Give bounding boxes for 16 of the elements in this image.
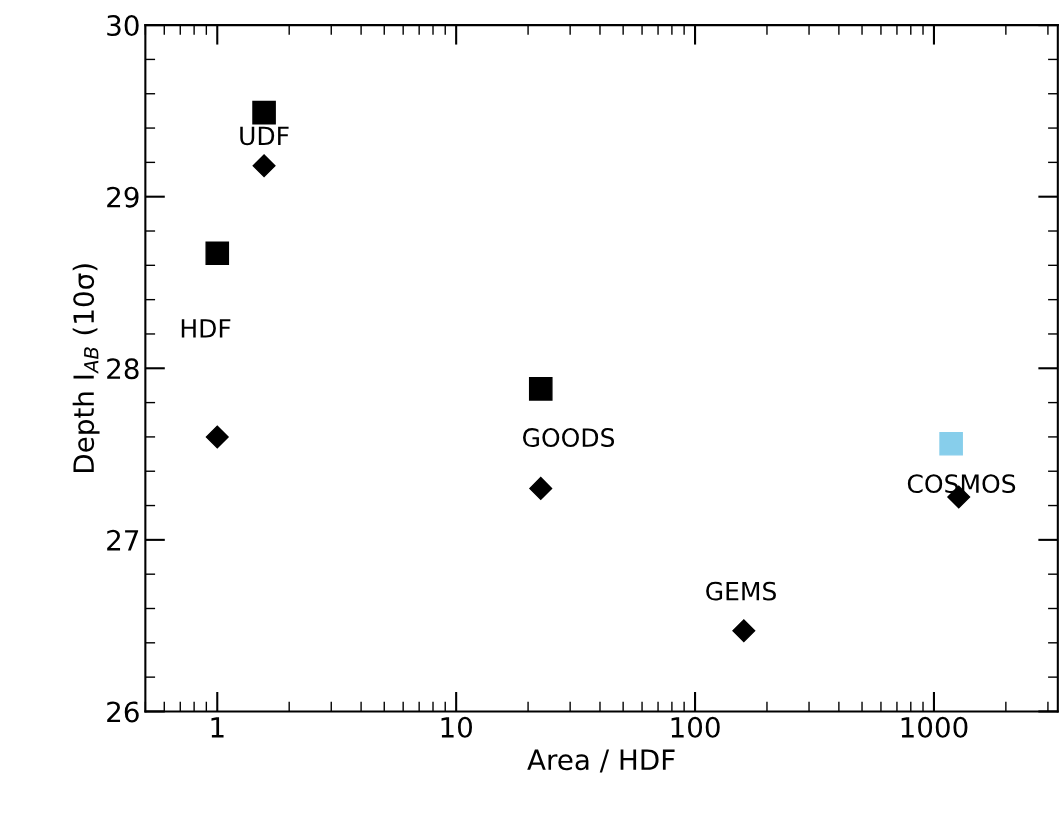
x-tick-label: 1000 (901, 716, 968, 738)
x-axis-title: Area / HDF (527, 749, 675, 773)
y-axis-title: Depth I$_{AB}$ (10σ) (72, 264, 100, 472)
annotation: GOODS (523, 428, 615, 448)
annotation: UDF (240, 126, 289, 146)
y-tick-label: 29 (107, 186, 139, 208)
x-tick-label: 100 (671, 716, 720, 738)
x-tick-label: 1 (211, 717, 224, 738)
y-tick-label: 30 (107, 15, 139, 37)
y-tick-label: 27 (107, 529, 139, 551)
y-tick-label: 26 (107, 701, 139, 723)
annotation: HDF (181, 319, 231, 338)
annotation: GEMS (706, 581, 776, 601)
annotation: COSMOS (907, 474, 1016, 494)
y-tick-label: 28 (107, 358, 139, 380)
x-tick-label: 10 (441, 716, 472, 738)
